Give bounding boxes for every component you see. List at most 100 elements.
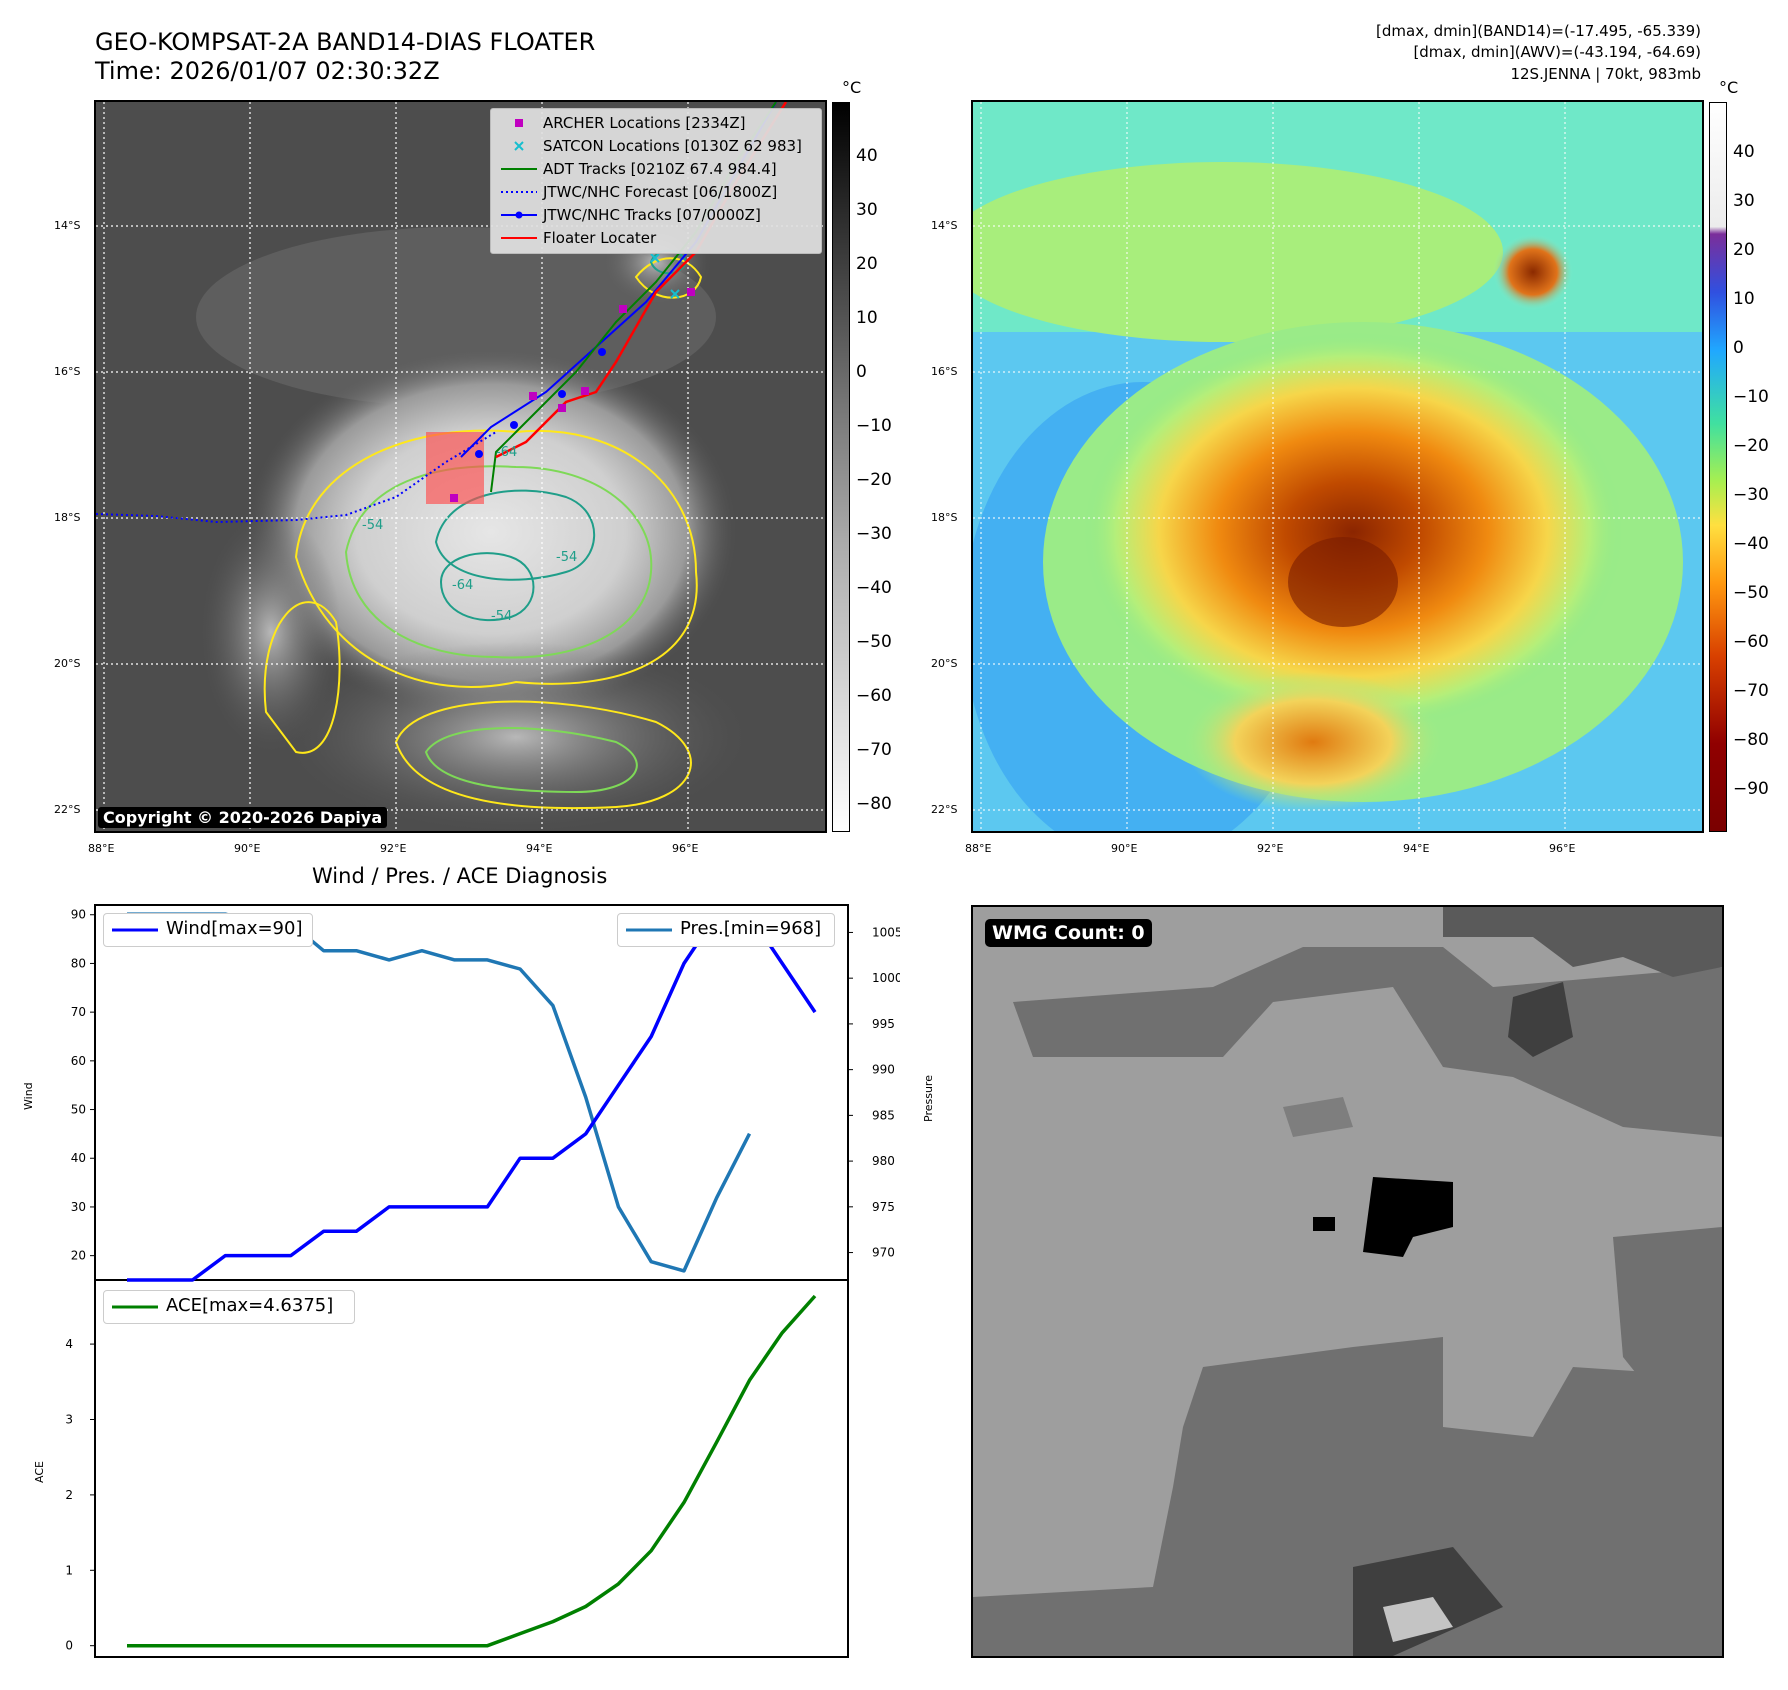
awv-map-panel — [971, 100, 1704, 833]
contour-label: -54 — [362, 518, 384, 533]
colorbar-left-unit: °C — [842, 78, 862, 97]
contour-label: -54 — [491, 609, 513, 624]
lon-label: 94°E — [526, 842, 553, 855]
pressure-tick-label: 975 — [872, 1200, 895, 1214]
contour-label: -64 — [496, 445, 518, 460]
info-storm: 12S.JENNA | 70kt, 983mb — [1510, 65, 1701, 83]
colorbar-tick: 0 — [856, 362, 867, 382]
pressure-tick-label: 980 — [872, 1154, 895, 1168]
ace-tick-label: 3 — [65, 1412, 73, 1426]
lon-label: 92°E — [380, 842, 407, 855]
colorbar-tick: −60 — [1733, 632, 1769, 652]
lat-label: 18°S — [54, 511, 81, 524]
lat-label: 20°S — [54, 657, 81, 670]
wind-tick-label: 30 — [71, 1200, 86, 1214]
lon-label: 90°E — [1111, 842, 1138, 855]
pressure-tick-label: 990 — [872, 1063, 895, 1077]
wind-tick-label: 50 — [71, 1103, 86, 1117]
pressure-tick-label: 995 — [872, 1017, 895, 1031]
pressure-tick-label: 985 — [872, 1108, 895, 1122]
line-marker-icon — [112, 928, 158, 932]
ace-tick-label: 1 — [65, 1563, 73, 1577]
line-marker-icon — [501, 168, 537, 170]
lon-label: 94°E — [1403, 842, 1430, 855]
square-marker-icon — [515, 119, 523, 127]
ace-axes-frame — [94, 1279, 849, 1658]
line-marker-icon — [626, 928, 672, 932]
legend-item-jtwc-tracks: JTWC/NHC Tracks [07/0000Z] — [491, 204, 821, 226]
line-dot-icon — [501, 211, 537, 219]
track-legend: ARCHER Locations [2334Z] SATCON Location… — [490, 108, 822, 254]
lon-label: 88°E — [965, 842, 992, 855]
colorbar-tick: −80 — [1733, 730, 1769, 750]
info-band14: [dmax, dmin](BAND14)=(-17.495, -65.339) — [1376, 22, 1701, 40]
wmg-panel: WMG Count: 0 — [971, 905, 1724, 1658]
lon-label: 90°E — [234, 842, 261, 855]
lat-label: 16°S — [931, 365, 958, 378]
wind-axis-label: Wind — [22, 1082, 35, 1110]
ace-legend: ACE[max=4.6375] — [103, 1290, 355, 1324]
lat-label: 22°S — [54, 803, 81, 816]
info-awv: [dmax, dmin](AWV)=(-43.194, -64.69) — [1413, 43, 1701, 61]
pressure-series-line — [127, 912, 752, 1273]
wind-tick-label: 40 — [71, 1151, 86, 1165]
lat-label: 16°S — [54, 365, 81, 378]
line-marker-icon — [112, 1305, 158, 1309]
colorbar-tick: −80 — [856, 794, 892, 814]
colorbar-tick: −50 — [1733, 583, 1769, 603]
colorbar-tick: 40 — [856, 146, 878, 166]
wind-tick-label: 80 — [71, 956, 86, 970]
copyright-badge: Copyright © 2020-2026 Dapiya — [98, 807, 388, 828]
lon-label: 92°E — [1257, 842, 1284, 855]
colorbar-tick: 30 — [1733, 191, 1755, 211]
colorbar-tick: −50 — [856, 632, 892, 652]
ace-series-line — [127, 1294, 817, 1648]
legend-item-adt: ADT Tracks [0210Z 67.4 984.4] — [491, 158, 821, 180]
dotted-line-icon — [501, 191, 537, 193]
colorbar-tick: −10 — [1733, 387, 1769, 407]
diagnosis-chart: 2030405060708090970975980985990995100010… — [65, 904, 900, 1658]
colorbar-tick: 30 — [856, 200, 878, 220]
wind-legend-label: Wind[max=90] — [166, 918, 303, 939]
legend-item-archer: ARCHER Locations [2334Z] — [491, 112, 821, 134]
colorbar-tick: −40 — [1733, 534, 1769, 554]
colorbar-tick: −30 — [856, 524, 892, 544]
lon-label: 96°E — [672, 842, 699, 855]
contour-label: -54 — [556, 550, 578, 565]
colorbar-right — [1709, 102, 1727, 832]
pressure-tick-label: 1005 — [872, 925, 900, 939]
colorbar-tick: −70 — [856, 740, 892, 760]
line-marker-icon — [501, 237, 537, 239]
colorbar-tick: 10 — [856, 308, 878, 328]
colorbar-tick: 40 — [1733, 142, 1755, 162]
colorbar-tick: −20 — [1733, 436, 1769, 456]
x-marker-icon — [514, 141, 524, 151]
colorbar-tick: −20 — [856, 470, 892, 490]
colorbar-tick: −70 — [1733, 681, 1769, 701]
contour-label: -64 — [452, 578, 474, 593]
wind-tick-label: 70 — [71, 1005, 86, 1019]
ace-tick-label: 0 — [65, 1639, 73, 1653]
ace-legend-label: ACE[max=4.6375] — [166, 1295, 334, 1316]
pressure-tick-label: 1000 — [872, 971, 900, 985]
lat-label: 14°S — [931, 219, 958, 232]
wind-tick-label: 60 — [71, 1054, 86, 1068]
awv-map-image — [973, 102, 1702, 831]
ace-axis-label: ACE — [33, 1461, 46, 1483]
lat-label: 20°S — [931, 657, 958, 670]
colorbar-tick: 20 — [1733, 240, 1755, 260]
lat-label: 14°S — [54, 219, 81, 232]
colorbar-right-unit: °C — [1719, 78, 1739, 97]
lon-label: 96°E — [1549, 842, 1576, 855]
legend-item-forecast: JTWC/NHC Forecast [06/1800Z] — [491, 181, 821, 203]
colorbar-tick: −10 — [856, 416, 892, 436]
ir-map-panel: -54 -64 -54 -64 -54 ARCHER Locations [23… — [94, 100, 827, 833]
legend-item-floater: Floater Locater — [491, 227, 821, 249]
pressure-axis-label: Pressure — [922, 1075, 935, 1122]
wmg-image — [973, 907, 1722, 1656]
pressure-tick-label: 970 — [872, 1246, 895, 1260]
colorbar-tick: −90 — [1733, 779, 1769, 799]
wind-tick-label: 90 — [71, 908, 86, 922]
legend-item-satcon: SATCON Locations [0130Z 62 983] — [491, 135, 821, 157]
colorbar-tick: 10 — [1733, 289, 1755, 309]
